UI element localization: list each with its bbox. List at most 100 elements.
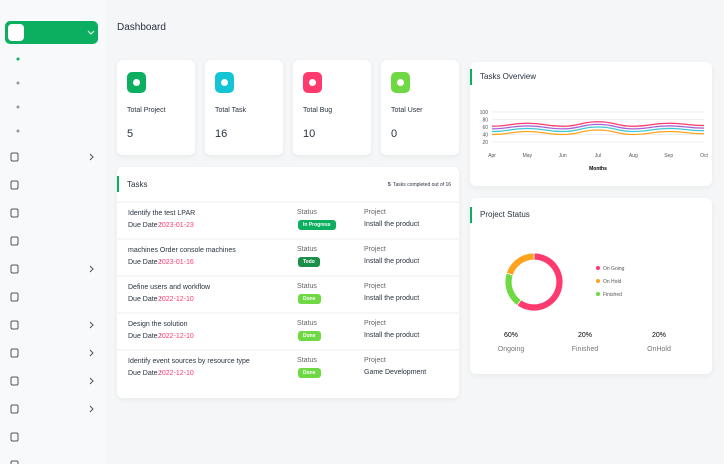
project-name: Install the product [364,221,420,228]
status-badge: Todo [298,257,320,267]
legend-label: On Hold [603,279,622,285]
stat-glyph [133,79,140,86]
project-name: Game Development [364,369,427,376]
home-icon-bg [8,24,24,41]
task-name: Identify event sources by resource type [128,358,250,365]
y-tick-label: 100 [480,110,489,116]
summary-percent: 20% [578,332,592,339]
stat-glyph [397,79,404,86]
status-label: Status [297,357,317,364]
x-tick-label: Aug [629,153,638,159]
active-item [5,21,98,44]
due-date: 2022-12-10 [158,296,194,303]
due-date: 2022-12-10 [158,333,194,340]
summary-label: Finished [572,346,599,353]
stat-label: Total Bug [303,107,333,114]
tasks-card [117,167,459,398]
stat-label: Total User [391,107,423,114]
status-badge: Done [298,368,321,378]
project-name: Install the product [364,332,420,339]
project-name: Install the product [364,295,420,302]
bullet [16,81,20,85]
legend-swatch [596,292,600,296]
project-label: Project [364,283,386,290]
card-title: Tasks Overview [480,72,537,81]
chevron [89,321,94,329]
x-tick-label: Apr [488,153,496,159]
task-summary-count: 5 [388,182,391,188]
due-date: 2023-01-16 [158,259,194,266]
x-tick-label: Jun [559,153,567,159]
stat-glyph [309,79,316,86]
stat-value: 0 [391,128,398,140]
line-series [491,126,705,133]
due-date: 2022-12-10 [158,370,194,377]
status-badge: Done [298,331,321,341]
bullet [16,105,20,109]
project-name: Install the product [364,258,420,265]
donut-slice [504,272,522,307]
card-title: Project Status [480,210,530,219]
nav-icon [10,460,19,464]
bullet [16,57,20,61]
task-name: Identify the test LPAR [128,210,196,217]
line-series [491,129,705,136]
x-tick-label: Oct [700,153,708,159]
summary-percent: 60% [504,332,518,339]
nav-icon [10,432,19,442]
y-tick-label: 80 [482,118,488,124]
accent [117,176,119,192]
status-label: Status [297,283,317,290]
status-badge: Done [298,294,321,304]
legend-label: On Going [603,266,625,272]
due-label: Due Date : [128,259,162,266]
legend-swatch [596,266,600,270]
stat-value: 16 [215,128,228,140]
due-date: 2023-01-23 [158,222,194,229]
chevron [87,30,95,35]
project-label: Project [364,320,386,327]
chevron [89,349,94,357]
chevron [89,265,94,273]
y-tick-label: 40 [482,133,488,139]
nav-icon [10,348,19,358]
y-tick-label: 20 [482,140,488,146]
status-badge: In Progress [298,220,336,230]
summary-label: Ongoing [498,346,525,353]
task-summary: Tasks completed out of 16 [393,182,452,188]
due-label: Due Date : [128,333,162,340]
task-name: Design the solution [128,321,188,328]
card-title: Tasks [127,180,148,189]
chevron [89,153,94,161]
accent [470,69,472,85]
nav-icon [10,236,19,246]
sidebar-bg [0,0,106,464]
nav-icon [10,292,19,302]
nav-icon [10,208,19,218]
legend-swatch [596,279,600,283]
stat-value: 10 [303,128,316,140]
status-label: Status [297,209,317,216]
summary-label: OnHold [647,346,671,353]
due-label: Due Date : [128,370,162,377]
stat-label: Total Task [215,107,246,114]
nav-icon [10,264,19,274]
x-axis-label: Months [589,166,607,172]
project-label: Project [364,357,386,364]
page-title: Dashboard [117,22,166,33]
status-label: Status [297,320,317,327]
project-label: Project [364,209,386,216]
x-tick-label: Sep [664,153,673,159]
x-tick-label: May [523,153,533,159]
project-label: Project [364,246,386,253]
nav-icon [10,376,19,386]
due-label: Due Date : [128,296,162,303]
chart-card [470,62,712,186]
task-name: machines Order console machines [128,247,236,254]
nav-icon [10,180,19,190]
nav-icon [10,320,19,330]
nav-icon [10,152,19,162]
stat-label: Total Project [127,107,166,114]
chevron [89,377,94,385]
